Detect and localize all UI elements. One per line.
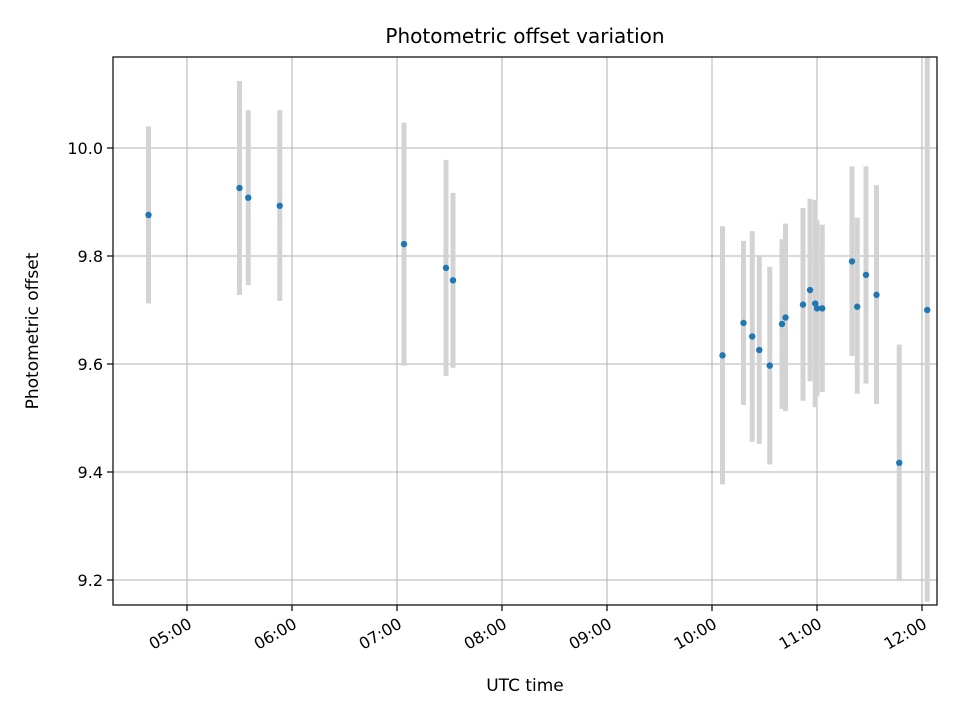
- y-tick-label: 9.2: [78, 571, 103, 590]
- y-tick-label: 9.4: [78, 463, 103, 482]
- data-point: [924, 306, 931, 314]
- data-point: [819, 305, 826, 312]
- data-point: [806, 286, 814, 294]
- data-point: [749, 333, 756, 340]
- data-point: [442, 264, 450, 272]
- data-point: [782, 314, 789, 321]
- y-axis: 9.2 9.4 9.6 9.8 10.0: [67, 139, 113, 590]
- data-point: [276, 202, 283, 209]
- data-point: [766, 362, 773, 369]
- y-tick-label: 10.0: [67, 139, 103, 158]
- y-tick-label: 9.8: [78, 247, 103, 266]
- data-point: [449, 277, 457, 284]
- data-point: [400, 240, 408, 248]
- data-point: [245, 194, 252, 201]
- y-tick-label: 9.6: [78, 355, 103, 374]
- data-point: [813, 305, 821, 312]
- data-points: [145, 184, 931, 467]
- x-axis-title: UTC time: [486, 676, 564, 696]
- y-axis-title: Photometric offset: [23, 252, 43, 409]
- chart-title: Photometric offset variation: [385, 24, 664, 48]
- grid: [113, 57, 937, 605]
- data-point: [896, 459, 903, 467]
- data-point: [778, 320, 786, 328]
- data-point: [236, 184, 243, 192]
- data-point: [862, 271, 870, 279]
- data-point: [873, 291, 880, 299]
- data-point: [848, 258, 856, 265]
- data-point: [145, 211, 152, 219]
- data-point: [854, 303, 861, 310]
- data-point: [799, 301, 807, 308]
- data-point: [756, 346, 763, 354]
- data-point: [719, 352, 726, 359]
- data-point: [740, 319, 747, 327]
- plot-frame: [112, 56, 938, 606]
- data-point: [812, 300, 819, 307]
